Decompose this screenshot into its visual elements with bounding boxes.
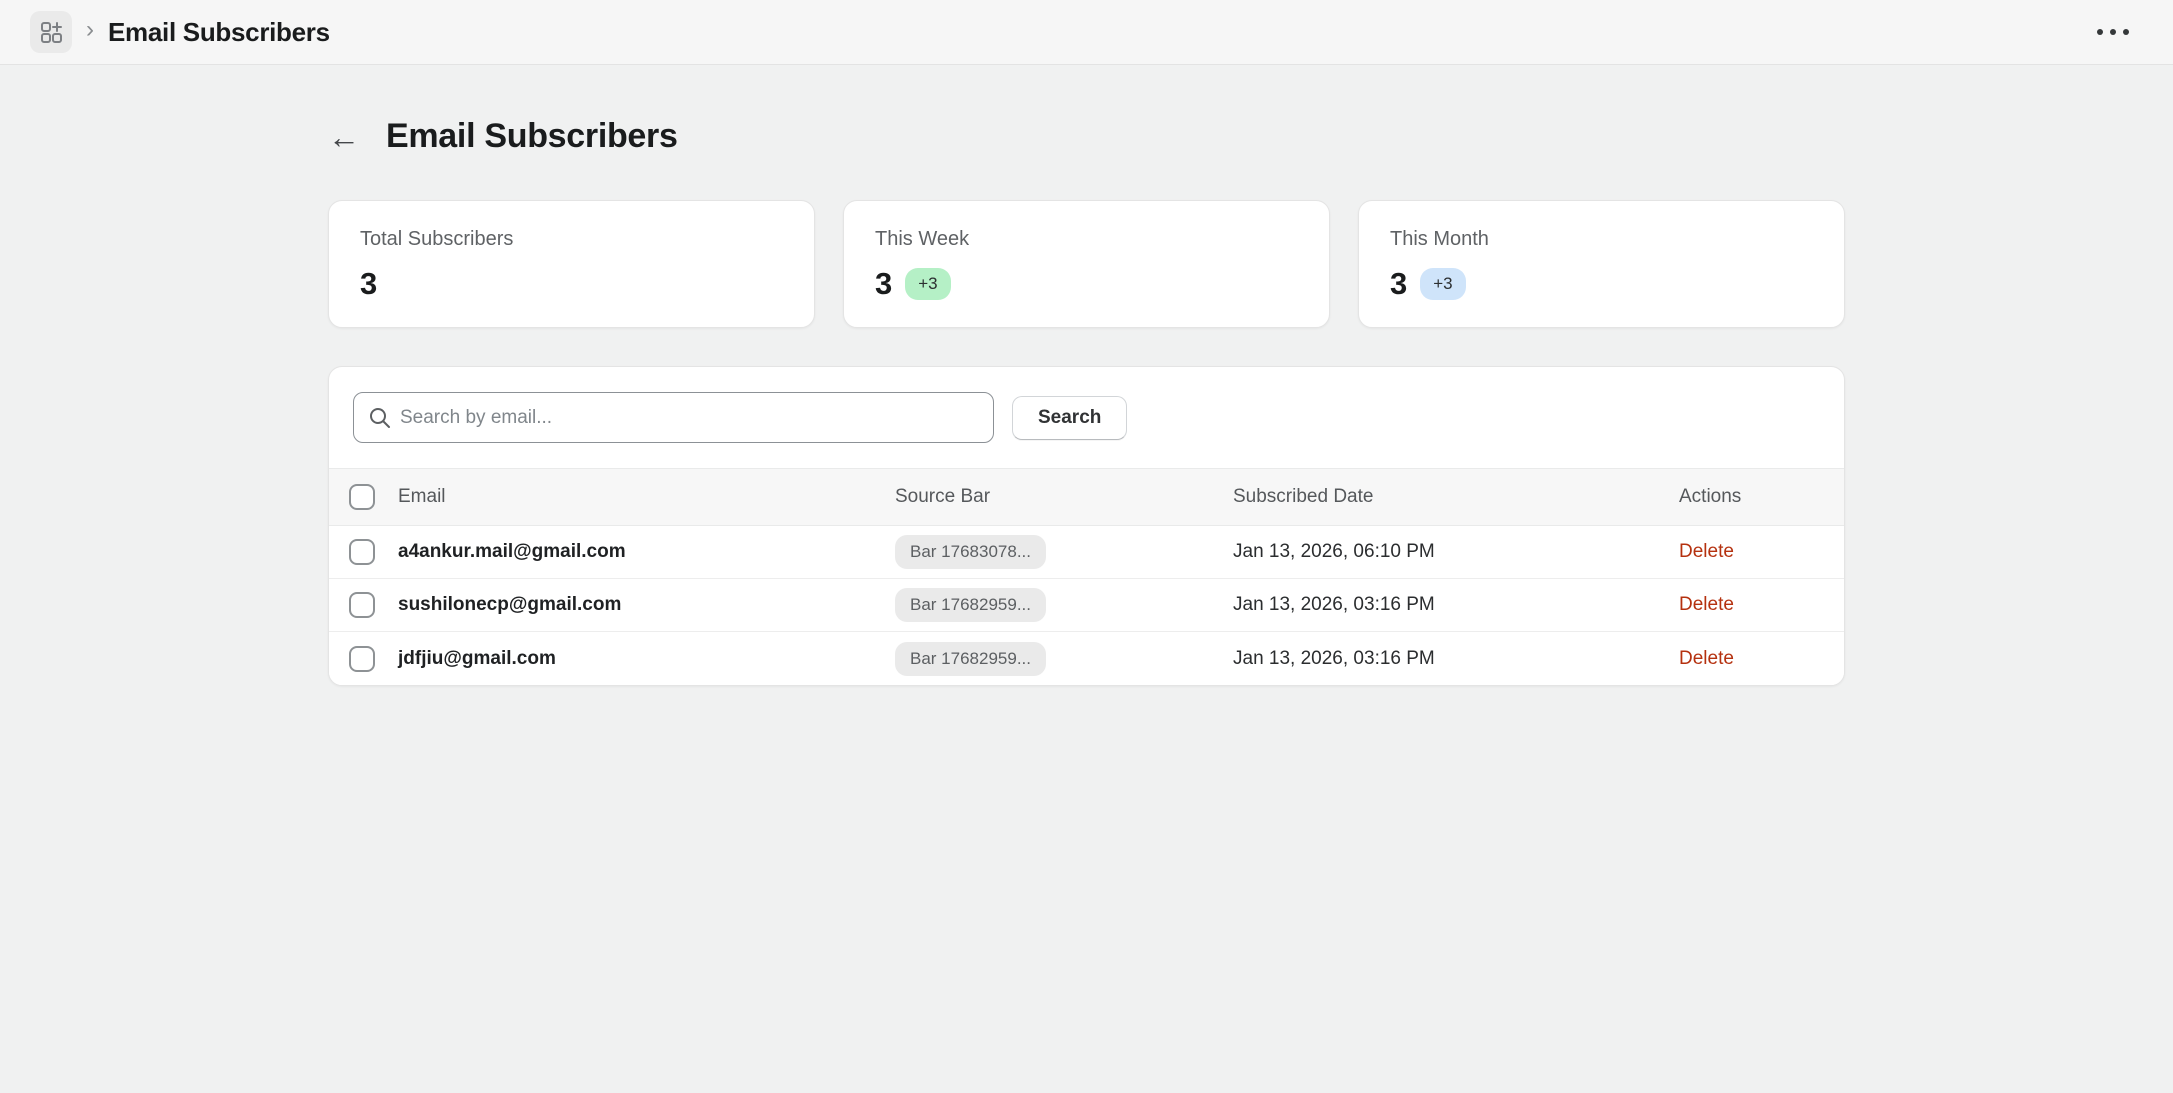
column-header-actions: Actions bbox=[1679, 486, 1742, 507]
column-header-email: Email bbox=[398, 486, 446, 507]
topbar-title: Email Subscribers bbox=[108, 16, 330, 47]
topbar: › Email Subscribers bbox=[0, 0, 2173, 65]
table-row: a4ankur.mail@gmail.com Bar 17683078... J… bbox=[329, 526, 1844, 579]
table-row: sushilonecp@gmail.com Bar 17682959... Ja… bbox=[329, 579, 1844, 632]
search-icon bbox=[370, 408, 390, 428]
chevron-right-icon: › bbox=[86, 16, 94, 43]
date-cell: Jan 13, 2026, 03:16 PM bbox=[1233, 647, 1435, 669]
ellipsis-icon bbox=[2097, 29, 2103, 35]
stat-card-total-subscribers: Total Subscribers 3 bbox=[328, 200, 815, 328]
table-header-row: Email Source Bar Subscribed Date Actions bbox=[329, 468, 1844, 526]
row-checkbox[interactable] bbox=[349, 539, 375, 565]
source-badge: Bar 17683078... bbox=[895, 535, 1046, 569]
breadcrumb: › Email Subscribers bbox=[30, 11, 330, 53]
search-button[interactable]: Search bbox=[1012, 395, 1128, 440]
column-header-source: Source Bar bbox=[895, 486, 991, 507]
email-cell: sushilonecp@gmail.com bbox=[398, 594, 622, 615]
page-title: Email Subscribers bbox=[386, 117, 678, 155]
stat-badge: +3 bbox=[905, 268, 951, 300]
select-all-checkbox[interactable] bbox=[349, 484, 375, 510]
delete-button[interactable]: Delete bbox=[1679, 541, 1734, 562]
source-badge: Bar 17682959... bbox=[895, 641, 1046, 676]
back-arrow-icon: ← bbox=[328, 118, 360, 155]
stat-label: This Month bbox=[1390, 228, 1489, 250]
email-cell: jdfjiu@gmail.com bbox=[398, 647, 556, 669]
date-cell: Jan 13, 2026, 03:16 PM bbox=[1233, 594, 1435, 615]
row-checkbox[interactable] bbox=[349, 592, 375, 618]
row-checkbox[interactable] bbox=[349, 645, 375, 672]
delete-button[interactable]: Delete bbox=[1679, 647, 1734, 669]
stat-value: 3 bbox=[360, 266, 378, 301]
date-cell: Jan 13, 2026, 06:10 PM bbox=[1233, 541, 1435, 562]
stat-label: Total Subscribers bbox=[360, 228, 514, 250]
table-body: a4ankur.mail@gmail.com Bar 17683078... J… bbox=[329, 526, 1844, 685]
stat-label: This Week bbox=[875, 228, 970, 250]
column-header-date: Subscribed Date bbox=[1233, 486, 1374, 507]
subscribers-card: Search Email Source Bar Subscribed Date … bbox=[328, 366, 1845, 686]
search-row: Search bbox=[329, 367, 1844, 468]
email-cell: a4ankur.mail@gmail.com bbox=[398, 541, 626, 562]
source-badge: Bar 17682959... bbox=[895, 588, 1046, 622]
page-heading-row: ← Email Subscribers bbox=[328, 117, 1845, 156]
stats-row: Total Subscribers 3 This Week 3 +3 This … bbox=[328, 200, 1845, 328]
search-input[interactable] bbox=[353, 392, 994, 443]
stat-card-this-month: This Month 3 +3 bbox=[1358, 200, 1845, 328]
stat-card-this-week: This Week 3 +3 bbox=[843, 200, 1330, 328]
more-actions-button[interactable] bbox=[2093, 19, 2133, 45]
apps-grid-icon bbox=[41, 22, 62, 43]
back-button[interactable]: ← bbox=[328, 121, 360, 153]
app-icon-button[interactable] bbox=[30, 11, 72, 53]
stat-value: 3 bbox=[875, 266, 893, 301]
table-row: jdfjiu@gmail.com Bar 17682959... Jan 13,… bbox=[329, 632, 1844, 685]
stat-badge: +3 bbox=[1420, 268, 1466, 300]
main-content: ← Email Subscribers Total Subscribers 3 … bbox=[328, 117, 1845, 686]
delete-button[interactable]: Delete bbox=[1679, 594, 1734, 615]
stat-value: 3 bbox=[1390, 266, 1408, 301]
